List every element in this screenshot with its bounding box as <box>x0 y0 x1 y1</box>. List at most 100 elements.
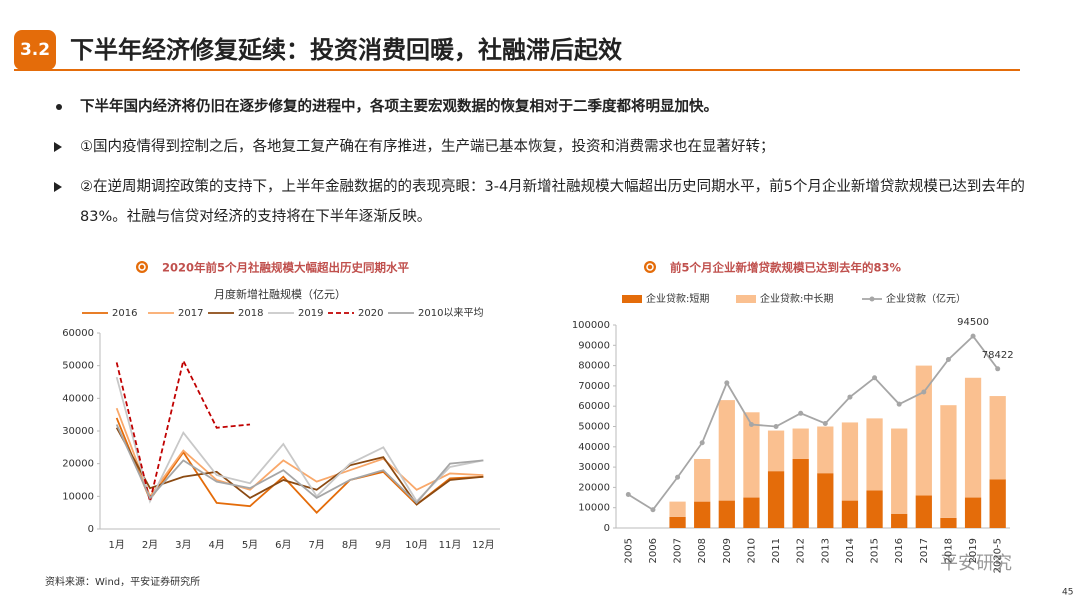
x-tick-label: 2019 <box>968 538 979 563</box>
bullet: ①国内疫情得到控制之后，各地复工复产确在有序推进，生产端已基本恢复，投资和消费需… <box>80 139 775 155</box>
bullet-dot <box>56 104 62 110</box>
x-tick-label: 3月 <box>175 539 191 551</box>
source: 资料来源：Wind，平安证券研究所 <box>45 575 200 588</box>
bullet: 下半年国内经济将仍旧在逐步修复的进程中，各项主要宏观数据的恢复相对于二季度都将明… <box>80 99 718 115</box>
y-tick-label: 30000 <box>578 462 610 473</box>
point <box>773 424 779 429</box>
bar <box>989 396 1006 480</box>
point <box>675 474 681 480</box>
x-tick-label: 2016 <box>894 538 905 563</box>
bar <box>915 495 932 528</box>
point <box>995 366 1001 372</box>
x-tick-label: 4月 <box>208 539 224 551</box>
x-tick-label: 1月 <box>108 539 124 551</box>
chart-title: 2020年前5个月社融规模大幅超出历史同期水平 <box>162 261 410 275</box>
bar <box>866 418 883 491</box>
y-tick-label: 90000 <box>578 340 610 351</box>
badge: 3.2 <box>14 30 56 70</box>
x-tick-label: 5月 <box>242 539 258 551</box>
bullet-arrow <box>54 142 62 152</box>
x-tick-label: 8月 <box>342 539 358 551</box>
bar <box>817 426 834 474</box>
watermark: 平安研究 <box>940 553 1012 574</box>
bar <box>694 501 711 528</box>
point <box>798 410 804 416</box>
bar <box>940 405 957 518</box>
bar <box>743 412 760 498</box>
legend-label: 2010以来平均 <box>418 307 483 319</box>
x-tick-label: 2015 <box>870 538 881 563</box>
point <box>724 380 730 386</box>
legend-swatch <box>622 295 642 303</box>
icon <box>138 263 146 271</box>
x-tick-label: 2005 <box>623 538 634 563</box>
y-tick-label: 20000 <box>62 459 94 470</box>
y-tick-label: 50000 <box>62 361 94 372</box>
x-tick-label: 2011 <box>771 538 782 563</box>
bar <box>743 497 760 528</box>
bar <box>718 400 735 501</box>
y-tick-label: 60000 <box>62 328 94 339</box>
legend-swatch <box>736 295 756 303</box>
bullet: ②在逆周期调控政策的支持下，上半年金融数据的的表现亮眼：3-4月新增社融规模大幅… <box>80 179 1025 225</box>
bar <box>718 500 735 528</box>
bar <box>669 516 686 528</box>
point <box>699 440 705 446</box>
bullet-arrow <box>54 182 62 192</box>
y-tick-label: 50000 <box>578 422 610 433</box>
point <box>896 401 902 407</box>
series-line <box>115 376 484 504</box>
point <box>921 389 927 395</box>
legend-label: 企业贷款:短期 <box>646 292 709 305</box>
icon <box>646 263 654 271</box>
x-tick-label: 2013 <box>820 538 831 563</box>
bar <box>940 517 957 528</box>
value-label: 78422 <box>982 350 1014 361</box>
point <box>945 357 951 363</box>
bar <box>915 365 932 496</box>
x-tick-label: 2017 <box>919 538 930 563</box>
series-line <box>115 358 251 502</box>
point <box>650 507 656 513</box>
y-tick-label: 60000 <box>578 401 610 412</box>
y-tick-label: 30000 <box>62 426 94 437</box>
bar <box>989 479 1006 528</box>
x-tick-label: 12月 <box>472 539 495 551</box>
x-tick-label: 6月 <box>275 539 291 551</box>
slide-title: 下半年经济修复延续：投资消费回暖，社融滞后起效 <box>70 36 622 64</box>
point <box>748 421 754 427</box>
icon <box>136 261 148 273</box>
point <box>822 420 828 426</box>
bar <box>841 500 859 528</box>
bar <box>767 471 785 528</box>
x-tick-label: 2月 <box>142 539 158 551</box>
point <box>970 333 976 339</box>
legend-label: 企业贷款（亿元） <box>886 292 966 305</box>
bar <box>891 513 908 528</box>
bar <box>891 428 908 514</box>
bar <box>964 377 982 498</box>
y-tick-label: 0 <box>88 524 94 535</box>
x-tick-label: 2010 <box>746 538 757 563</box>
series-line <box>627 334 999 511</box>
bar <box>964 497 982 528</box>
value-label: 94500 <box>957 317 989 328</box>
bar <box>817 473 834 528</box>
x-tick-label: 2012 <box>796 538 807 563</box>
legend-label: 2019 <box>298 308 323 319</box>
legend-label: 2018 <box>238 308 263 319</box>
chart-subtitle: 月度新增社融规模（亿元） <box>214 287 346 301</box>
y-tick-label: 40000 <box>62 393 94 404</box>
bar <box>694 458 711 502</box>
y-tick-label: 10000 <box>578 503 610 514</box>
bar <box>767 430 785 472</box>
y-tick-label: 70000 <box>578 381 610 392</box>
icon <box>644 261 656 273</box>
y-tick-label: 10000 <box>62 491 94 502</box>
x-tick-label: 2014 <box>845 538 856 563</box>
bar <box>841 422 859 501</box>
title-rule <box>14 69 1020 71</box>
legend-label: 2016 <box>112 308 137 319</box>
